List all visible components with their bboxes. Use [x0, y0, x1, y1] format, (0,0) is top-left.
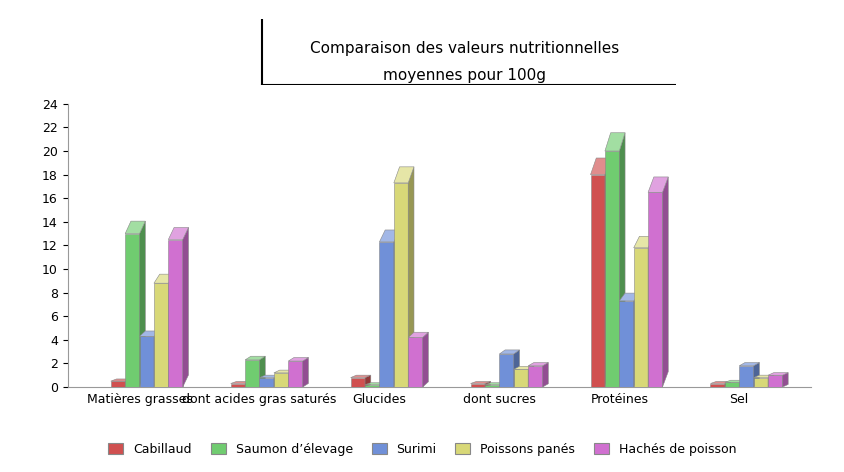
Polygon shape: [528, 366, 542, 387]
Polygon shape: [230, 383, 245, 387]
Polygon shape: [408, 337, 422, 387]
Polygon shape: [724, 380, 744, 382]
Polygon shape: [633, 248, 647, 387]
Legend: Cabillaud, Saumon d’élevage, Surimi, Poissons panés, Hachés de poisson: Cabillaud, Saumon d’élevage, Surimi, Poi…: [103, 438, 741, 461]
Polygon shape: [408, 167, 414, 387]
Polygon shape: [154, 274, 174, 283]
Polygon shape: [499, 383, 505, 387]
Polygon shape: [590, 175, 604, 387]
Polygon shape: [168, 240, 182, 387]
Polygon shape: [484, 381, 490, 387]
Polygon shape: [408, 332, 428, 337]
Polygon shape: [288, 370, 294, 387]
Polygon shape: [154, 331, 160, 387]
Polygon shape: [513, 350, 519, 387]
Polygon shape: [619, 133, 625, 387]
Polygon shape: [662, 177, 668, 387]
Polygon shape: [470, 383, 484, 387]
Polygon shape: [125, 379, 131, 387]
Polygon shape: [379, 383, 385, 387]
Polygon shape: [379, 230, 399, 242]
Polygon shape: [470, 381, 490, 383]
Polygon shape: [710, 383, 724, 387]
Polygon shape: [484, 383, 505, 385]
Polygon shape: [499, 350, 519, 354]
Polygon shape: [379, 242, 393, 387]
Polygon shape: [259, 375, 279, 378]
Polygon shape: [738, 366, 753, 387]
Polygon shape: [125, 234, 139, 387]
Polygon shape: [168, 228, 188, 240]
Polygon shape: [647, 236, 653, 387]
Polygon shape: [782, 373, 787, 387]
Polygon shape: [393, 167, 414, 183]
Polygon shape: [393, 230, 399, 387]
Polygon shape: [350, 378, 365, 387]
Polygon shape: [139, 221, 145, 387]
Polygon shape: [182, 228, 188, 387]
Polygon shape: [245, 381, 251, 387]
Polygon shape: [604, 158, 610, 387]
Polygon shape: [724, 382, 738, 387]
Polygon shape: [619, 293, 639, 301]
Polygon shape: [422, 332, 428, 387]
Polygon shape: [111, 381, 125, 387]
Polygon shape: [767, 375, 773, 387]
Polygon shape: [724, 381, 730, 387]
Polygon shape: [245, 356, 265, 360]
Polygon shape: [365, 375, 371, 387]
Polygon shape: [590, 158, 610, 175]
Polygon shape: [633, 236, 653, 248]
Polygon shape: [710, 381, 730, 383]
Polygon shape: [273, 370, 294, 373]
Polygon shape: [647, 177, 668, 193]
Polygon shape: [513, 369, 528, 387]
Polygon shape: [619, 301, 633, 387]
Polygon shape: [168, 274, 174, 387]
Polygon shape: [288, 361, 302, 387]
Polygon shape: [288, 357, 308, 361]
Polygon shape: [767, 373, 787, 375]
Polygon shape: [111, 379, 131, 381]
Polygon shape: [753, 378, 767, 387]
Polygon shape: [259, 356, 265, 387]
Polygon shape: [259, 378, 273, 387]
Polygon shape: [393, 183, 408, 387]
Polygon shape: [753, 375, 773, 378]
Polygon shape: [633, 293, 639, 387]
Polygon shape: [139, 331, 160, 336]
Polygon shape: [499, 354, 513, 387]
Polygon shape: [528, 362, 548, 366]
Polygon shape: [302, 357, 308, 387]
Polygon shape: [154, 283, 168, 387]
Polygon shape: [753, 362, 759, 387]
Text: moyennes pour 100g: moyennes pour 100g: [383, 67, 545, 83]
Polygon shape: [273, 373, 288, 387]
Polygon shape: [604, 133, 625, 151]
Polygon shape: [365, 383, 385, 385]
Polygon shape: [604, 151, 619, 387]
Polygon shape: [125, 221, 145, 234]
Polygon shape: [738, 380, 744, 387]
Polygon shape: [738, 362, 759, 366]
Polygon shape: [230, 381, 251, 383]
Polygon shape: [484, 385, 499, 387]
Polygon shape: [365, 385, 379, 387]
Polygon shape: [542, 362, 548, 387]
Polygon shape: [245, 360, 259, 387]
Polygon shape: [513, 366, 533, 369]
Polygon shape: [528, 366, 533, 387]
Polygon shape: [139, 336, 154, 387]
Polygon shape: [767, 375, 782, 387]
Text: Comparaison des valeurs nutritionnelles: Comparaison des valeurs nutritionnelles: [310, 41, 619, 56]
Polygon shape: [273, 375, 279, 387]
Polygon shape: [647, 193, 662, 387]
Polygon shape: [350, 375, 371, 378]
